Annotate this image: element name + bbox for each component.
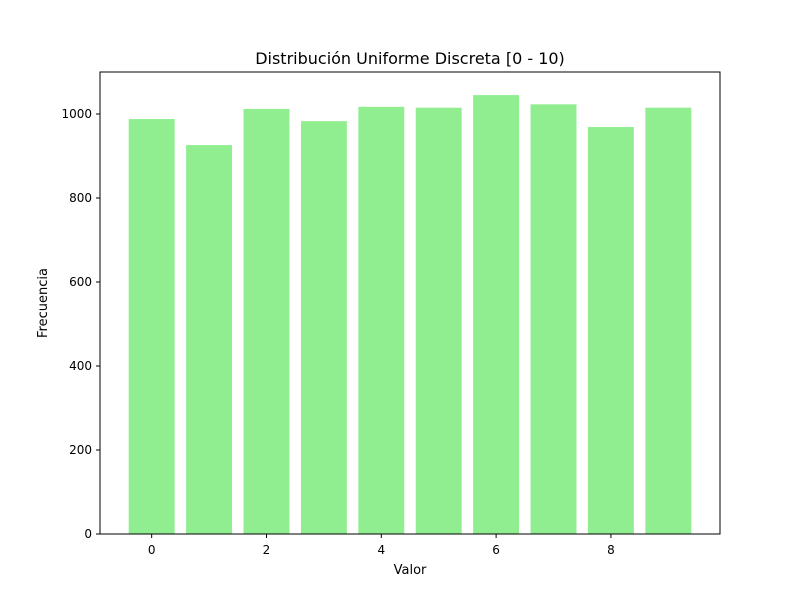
bar-9 [645, 107, 692, 534]
x-tick-label-6: 6 [492, 543, 500, 557]
x-tick-label-4: 4 [377, 543, 385, 557]
bar-5 [415, 107, 462, 534]
bar-6 [473, 95, 520, 534]
bar-8 [587, 127, 634, 535]
y-axis-ticks: 0 200 400 600 800 1000 [61, 107, 100, 541]
y-tick-label-400: 400 [69, 359, 92, 373]
x-tick-label-2: 2 [263, 543, 271, 557]
plot-frame [99, 71, 721, 535]
bars-layer [128, 95, 692, 535]
y-tick-label-800: 800 [69, 191, 92, 205]
y-tick-label-600: 600 [69, 275, 92, 289]
bar-4 [358, 106, 405, 535]
bar-3 [300, 121, 347, 534]
x-tick-label-8: 8 [607, 543, 615, 557]
chart-title: Distribución Uniforme Discreta [0 - 10) [255, 49, 565, 68]
bar-0 [128, 119, 175, 534]
x-axis-label: Valor [394, 563, 427, 578]
y-tick-label-0: 0 [84, 527, 92, 541]
bar-1 [186, 145, 233, 534]
y-tick-label-1000: 1000 [61, 107, 92, 121]
y-axis-label: Frecuencia [36, 268, 51, 338]
y-tick-label-200: 200 [69, 443, 92, 457]
x-axis-ticks: 0 2 4 6 8 [148, 534, 615, 557]
bar-7 [530, 104, 577, 534]
bar-2 [243, 108, 290, 535]
x-tick-label-0: 0 [148, 543, 156, 557]
